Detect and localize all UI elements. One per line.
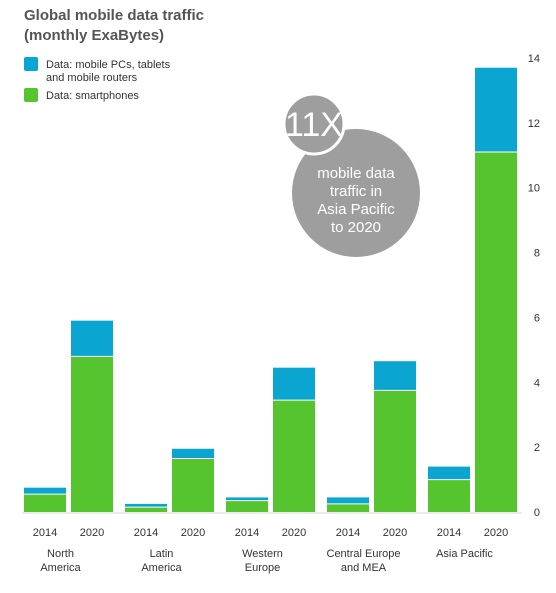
chart-title-line-1: Global mobile data traffic	[24, 7, 204, 24]
callout-line-1: mobile data	[317, 165, 395, 182]
callout-line-3: Asia Pacific	[317, 201, 395, 218]
bar-smartphones-4-2020	[475, 152, 517, 513]
x-year-label-1-2020: 2020	[181, 527, 205, 539]
y-tick-label-8: 8	[534, 248, 540, 260]
y-tick-label-6: 6	[534, 312, 540, 324]
bar-pcs-4-2020	[475, 67, 517, 153]
bar-pcs-2-2014	[226, 497, 268, 501]
bar-smartphones-2-2020	[273, 400, 315, 512]
bar-smartphones-2-2014	[226, 500, 268, 512]
callout-line-2: traffic in	[330, 183, 382, 200]
x-region-label-2-line-0: Western	[242, 548, 283, 560]
bar-pcs-0-2020	[71, 320, 113, 357]
callout-badge-circle	[282, 92, 346, 156]
bar-pcs-1-2014	[125, 503, 167, 508]
bar-pcs-2-2020	[273, 367, 315, 401]
bar-pcs-3-2020	[374, 361, 416, 391]
x-axis: 2014 2020 North America 2014 2020 Latin America…	[22, 512, 522, 574]
x-region-label-4-line-0: Asia Pacific	[436, 548, 493, 560]
x-year-label-2-2014: 2014	[235, 527, 259, 539]
legend-swatch-pcs	[24, 57, 38, 71]
legend-label-pcs-line-2: and mobile routers	[46, 72, 138, 84]
bar-smartphones-3-2020	[374, 390, 416, 512]
x-year-label-3-2020: 2020	[383, 527, 407, 539]
bar-smartphones-1-2014	[125, 507, 167, 512]
legend-label-pcs-line-1: Data: mobile PCs, tablets	[46, 59, 171, 71]
x-year-label-0-2020: 2020	[80, 527, 104, 539]
bar-pcs-1-2020	[172, 448, 214, 459]
x-year-label-1-2014: 2014	[134, 527, 158, 539]
x-region-label-0-line-1: America	[40, 562, 81, 574]
bar-smartphones-4-2014	[428, 479, 470, 512]
y-tick-label-4: 4	[534, 377, 540, 389]
callout-multiplier: 11X	[285, 106, 343, 144]
legend-swatch-smartphones	[24, 88, 38, 102]
legend: Data: mobile PCs, tablets and mobile rou…	[24, 57, 171, 102]
x-region-label-1-line-0: Latin	[150, 548, 174, 560]
y-axis: 0 2 4 6 8 10 12 14	[528, 53, 540, 519]
y-tick-label-10: 10	[528, 183, 540, 195]
x-region-label-0-line-0: North	[47, 548, 74, 560]
x-year-label-3-2014: 2014	[336, 527, 360, 539]
y-tick-label-14: 14	[528, 53, 540, 65]
bar-smartphones-3-2014	[327, 503, 369, 512]
bar-pcs-4-2014	[428, 466, 470, 480]
x-year-label-4-2014: 2014	[437, 527, 461, 539]
bars	[24, 67, 517, 513]
bar-smartphones-1-2020	[172, 458, 214, 512]
x-year-label-4-2020: 2020	[484, 527, 508, 539]
x-region-label-2-line-1: Europe	[245, 562, 280, 574]
legend-label-smartphones: Data: smartphones	[46, 90, 139, 102]
bar-smartphones-0-2020	[71, 356, 113, 512]
callout-line-4: to 2020	[331, 219, 381, 236]
x-region-label-3-line-1: and MEA	[341, 562, 387, 574]
callout-main-circle	[292, 129, 420, 257]
x-year-label-0-2014: 2014	[33, 527, 57, 539]
asia-pacific-callout: 11X mobile data traffic in Asia Pacific …	[282, 92, 420, 257]
bar-pcs-0-2014	[24, 487, 66, 495]
bar-pcs-3-2014	[327, 497, 369, 504]
y-tick-label-12: 12	[528, 118, 540, 130]
bar-smartphones-0-2014	[24, 494, 66, 512]
chart-title-line-2: (monthly ExaBytes)	[24, 27, 164, 44]
x-year-label-2-2020: 2020	[282, 527, 306, 539]
x-region-label-3-line-0: Central Europe	[327, 548, 401, 560]
x-region-label-1-line-1: America	[141, 562, 182, 574]
y-tick-label-0: 0	[534, 507, 540, 519]
chart-title: Global mobile data traffic (monthly ExaB…	[24, 7, 204, 44]
y-tick-label-2: 2	[534, 442, 540, 454]
